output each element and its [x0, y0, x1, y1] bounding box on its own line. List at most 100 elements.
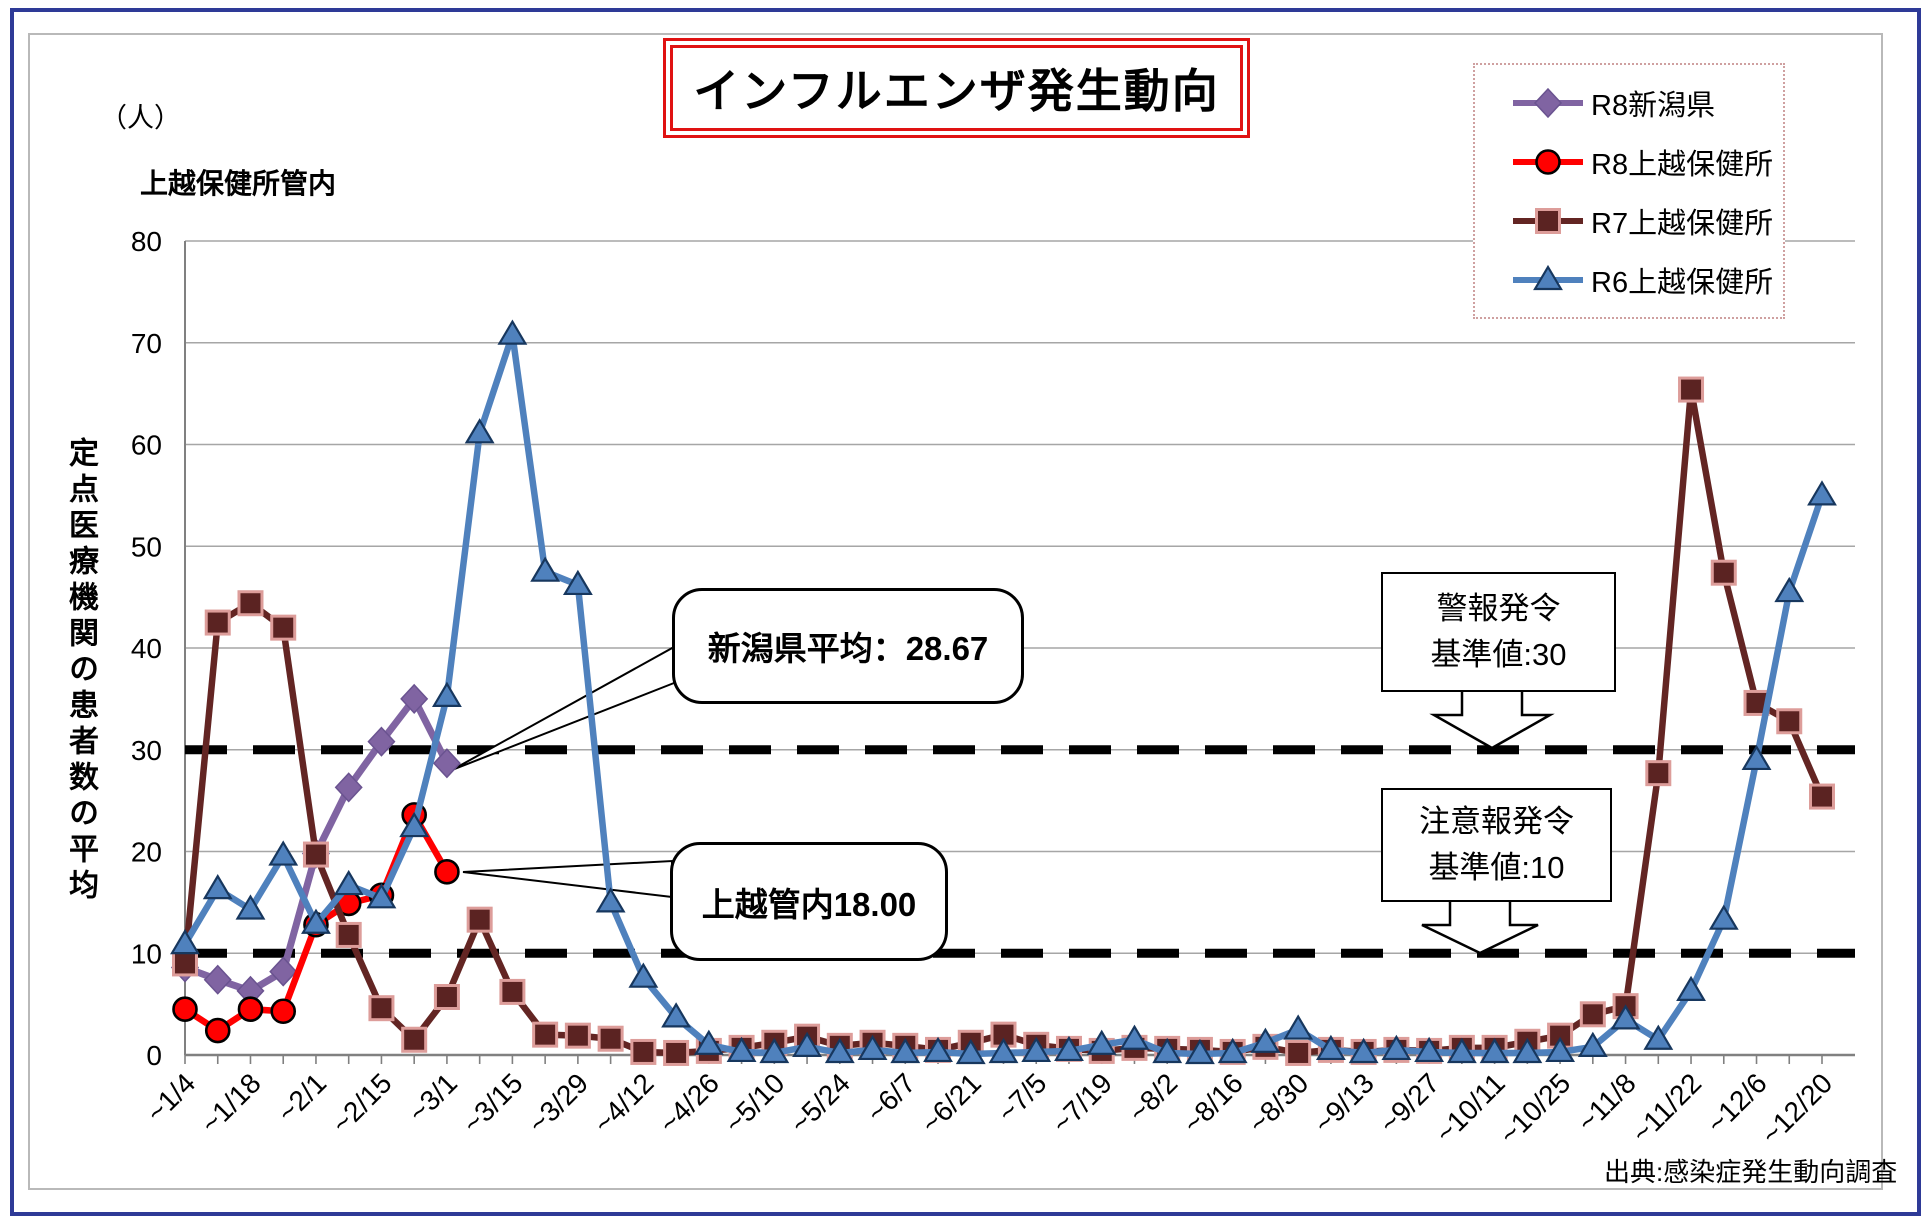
legend-marker-shape [1533, 87, 1563, 118]
series-point-R7上越保健所-w5 [335, 921, 362, 948]
series-point-R6上越保健所-w7 [399, 811, 430, 838]
x-tick-label-913: ~9/13 [1308, 1067, 1380, 1139]
series-point-R8新潟県-w3 [269, 956, 298, 987]
series-point-R6上越保健所-w30 [1152, 1037, 1183, 1064]
x-tick-label-215: ~2/15 [326, 1067, 398, 1139]
y-tick-label-40: 40 [131, 633, 162, 664]
series-point-R6上越保健所-w23 [923, 1036, 953, 1063]
series-point-R7上越保健所-w46 [1678, 376, 1705, 403]
x-tick-label-412: ~4/12 [588, 1067, 660, 1139]
legend-label: R7上越保健所 [1591, 207, 1774, 240]
x-tick-label-118: ~1/18 [195, 1067, 267, 1139]
series-point-R7上越保健所-w0 [172, 950, 198, 977]
y-tick-label-80: 80 [131, 226, 162, 257]
series-point-R6上越保健所-w21 [857, 1034, 888, 1061]
series-point-R6上越保健所-w39 [1446, 1037, 1477, 1064]
callout-joetsu-average-text: 上越管内18.00 [701, 885, 917, 923]
series-point-R6上越保健所-w47 [1708, 904, 1739, 930]
series-point-R8新潟県-w8 [432, 748, 461, 779]
series-point-R6上越保健所-w27 [1054, 1035, 1084, 1062]
series-point-R6上越保健所-w17 [726, 1036, 757, 1063]
series-point-R7上越保健所-w11 [532, 1021, 559, 1048]
series-point-R6上越保健所-w16 [693, 1029, 724, 1055]
y-tick-label-50: 50 [131, 531, 162, 562]
series-point-R6上越保健所-w4 [301, 908, 331, 934]
series-point-R8新潟県-w6 [367, 726, 396, 757]
alert-threshold-box: 警報発令 基準値:30 [1381, 572, 1616, 692]
series-point-R6上越保健所-w38 [1414, 1036, 1445, 1063]
y-tick-label-10: 10 [131, 938, 162, 969]
data-source-note: 出典:感染症発生動向調査 [1604, 1157, 1898, 1187]
alert-down-arrow [1429, 685, 1555, 750]
series-point-R6上越保健所-w28 [1086, 1029, 1117, 1055]
series-point-R6上越保健所-w29 [1119, 1024, 1150, 1050]
series-point-R6上越保健所-w0 [170, 928, 200, 955]
legend-label: R8上越保健所 [1591, 148, 1774, 181]
series-point-R6上越保健所-w49 [1774, 576, 1805, 603]
series-point-R7上越保健所-w12 [564, 1022, 591, 1049]
series-point-R7上越保健所-w50 [1809, 783, 1835, 810]
legend-marker-shape [1535, 148, 1561, 175]
series-point-R6上越保健所-w44 [1610, 1004, 1641, 1030]
chart-subtitle: 上越保健所管内 [140, 168, 337, 199]
series-point-R6上越保健所-w11 [530, 556, 561, 582]
series-point-R6上越保健所-w42 [1545, 1036, 1576, 1063]
legend-item-R8上越保健所: R8上越保健所 [1509, 141, 1777, 183]
series-point-R6上越保健所-w33 [1250, 1027, 1281, 1053]
legend-marker-circle-icon [1513, 148, 1583, 175]
series-point-R7上越保健所-w49 [1776, 708, 1803, 735]
callout-joetsu-average: 上越管内18.00 [670, 842, 948, 961]
legend-marker-triangle-icon [1513, 264, 1583, 290]
series-point-R7上越保健所-w6 [368, 995, 395, 1022]
series-point-R6上越保健所-w12 [562, 569, 593, 596]
series-point-R7上越保健所-w1 [204, 609, 231, 636]
x-tick-label-1011: ~10/11 [1429, 1067, 1511, 1149]
series-point-R6上越保健所-w45 [1643, 1024, 1674, 1050]
series-point-R7上越保健所-w7 [401, 1026, 428, 1053]
series-point-R8新潟県-w5 [334, 772, 363, 803]
x-tick-label-830: ~8/30 [1242, 1067, 1314, 1139]
series-point-R7上越保健所-w13 [597, 1025, 624, 1052]
series-point-R8新潟県-w1 [203, 964, 232, 995]
series-point-R6上越保健所-w20 [824, 1037, 855, 1064]
alert-threshold-line1: 警報発令 [1436, 591, 1561, 626]
x-tick-label-621: ~6/21 [915, 1067, 987, 1139]
y-tick-label-0: 0 [146, 1040, 162, 1071]
series-point-R8上越保健所-w0 [172, 996, 198, 1023]
series-point-R6上越保健所-w22 [890, 1037, 921, 1064]
series-point-R7上越保健所-w2 [237, 590, 264, 617]
series-point-R6上越保健所-w41 [1512, 1037, 1543, 1064]
series-point-R6上越保健所-w24 [955, 1038, 986, 1065]
series-point-R6上越保健所-w15 [661, 1002, 692, 1028]
series-point-R6上越保健所-w9 [464, 418, 495, 444]
series-point-R6上越保健所-w36 [1348, 1037, 1379, 1064]
series-point-R6上越保健所-w10 [497, 319, 528, 345]
x-tick-label-426: ~4/26 [653, 1067, 725, 1139]
y-tick-label-70: 70 [131, 328, 162, 359]
x-tick-label-21: ~2/1 [271, 1067, 332, 1128]
legend-marker-shape [1533, 264, 1563, 290]
series-point-R6上越保健所-w35 [1315, 1034, 1346, 1061]
y-tick-label-60: 60 [131, 430, 162, 461]
x-tick-label-524: ~5/24 [784, 1067, 856, 1139]
series-point-R7上越保健所-w45 [1645, 760, 1672, 787]
y-tick-label-30: 30 [131, 735, 162, 766]
series-point-R6上越保健所-w8 [431, 681, 462, 707]
x-tick-label-75: ~7/5 [991, 1067, 1052, 1128]
series-point-R7上越保健所-w14 [630, 1038, 657, 1065]
chart-title-box: インフルエンザ発生動向 [670, 45, 1243, 131]
legend-label: R6上越保健所 [1591, 266, 1774, 299]
series-point-R6上越保健所-w13 [595, 887, 626, 913]
legend-item-R6上越保健所: R6上越保健所 [1509, 259, 1777, 301]
x-tick-label-67: ~6/7 [861, 1067, 922, 1128]
chart-legend: R8新潟県 R8上越保健所 R7上越保健所 R6上越保健所 [1473, 63, 1785, 319]
series-point-R6上越保健所-w19 [792, 1031, 822, 1057]
series-point-R8上越保健所-w2 [237, 996, 264, 1023]
x-tick-label-315: ~3/15 [457, 1067, 529, 1139]
series-point-R6上越保健所-w37 [1381, 1034, 1412, 1061]
x-tick-label-1122: ~11/22 [1626, 1067, 1708, 1149]
alert-threshold-line2: 基準値:30 [1430, 637, 1567, 672]
series-point-R8新潟県-w7 [400, 683, 429, 714]
